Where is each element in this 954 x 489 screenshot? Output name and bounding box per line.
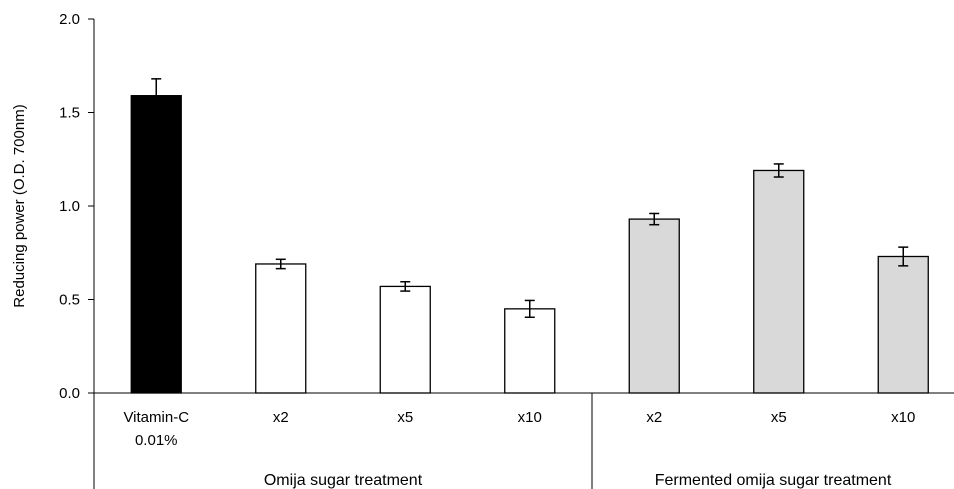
- bar: [628, 218, 680, 394]
- bar: [255, 263, 307, 394]
- y-axis: 0.0 0.5 1.0 1.5 2.0: [59, 11, 95, 402]
- x-axis: Vitamin-C 0.01% x2 x5 x10 x2 x5 x10 Omija sugar …: [93, 392, 954, 489]
- y-tick-label: 0.0: [59, 385, 80, 402]
- x-tick-label: x2: [646, 409, 662, 426]
- bar: [130, 95, 182, 394]
- bars: [130, 95, 929, 394]
- bar: [379, 285, 431, 394]
- group-label: Fermented omija sugar treatment: [655, 472, 892, 489]
- y-tick-label: 2.0: [59, 11, 80, 28]
- y-tick-label: 1.0: [59, 198, 80, 215]
- error-bars: [151, 78, 909, 319]
- x-tick-label: x5: [771, 409, 787, 426]
- x-tick-label: x10: [891, 409, 915, 426]
- x-tick-label: x10: [518, 409, 542, 426]
- x-tick-label: 0.01%: [135, 432, 178, 449]
- bar: [753, 169, 805, 394]
- y-axis-label: Reducing power (O.D. 700nm): [11, 104, 28, 307]
- x-tick-label: Vitamin-C: [123, 409, 189, 426]
- bar: [877, 255, 929, 394]
- y-tick-label: 1.5: [59, 105, 80, 122]
- x-tick-label: x2: [273, 409, 289, 426]
- group-label: Omija sugar treatment: [264, 472, 423, 489]
- y-tick-label: 0.5: [59, 292, 80, 309]
- bar: [504, 308, 556, 394]
- x-tick-label: x5: [397, 409, 413, 426]
